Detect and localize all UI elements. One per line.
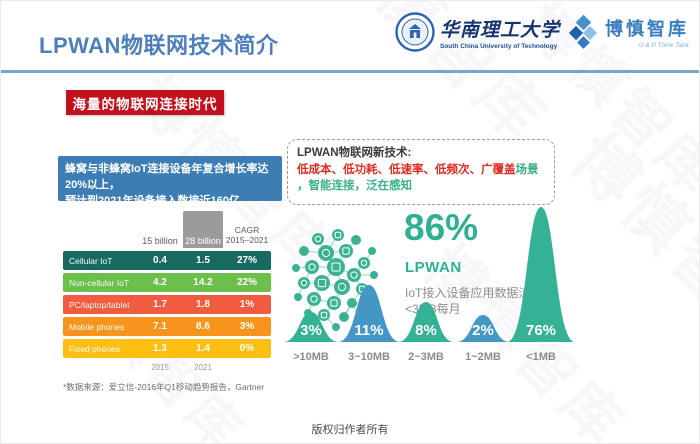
table-cell: Mobile phones: [69, 321, 125, 332]
traffic-chart: 3% 11% 8% 2% 76% >10MB 3~10MB 2~3MB 1~2MB <1MB: [284, 207, 575, 363]
table-row: Mobile phones 7.1 8.6 3%: [63, 317, 271, 336]
thinktank-name-en: U & P Think Tank: [638, 42, 689, 49]
scut-name-zh: 华南理工大学: [439, 18, 560, 41]
table-cell: PC/laptop/tablet: [69, 299, 130, 310]
table-cell: 1.3: [153, 343, 167, 354]
table-row: Fixed phones 1.3 1.4 0%: [63, 339, 271, 358]
year-footer-2015: 2015: [151, 363, 169, 372]
thinktank-logo: 博慎智库 U & P Think Tank: [568, 14, 689, 50]
curve-percent-label: 11%: [354, 322, 383, 339]
traffic-curve: [284, 312, 339, 342]
lpwan-features-red: 低成本、低功耗、低速率、低频次、广覆盖: [297, 163, 516, 176]
col-header-15-billion: 15 billion: [142, 235, 178, 246]
table-cell: 1.4: [196, 343, 210, 354]
table-cell: 0%: [239, 343, 255, 354]
curve-percent-label: 3%: [300, 322, 322, 339]
table-row: Cellular IoT 0.4 1.5 27%: [63, 251, 271, 270]
table-cell: Non-cellular IoT: [69, 277, 129, 288]
section-banner: 海量的物联网连接时代: [66, 90, 224, 115]
curve-category-label: >10MB: [293, 351, 329, 363]
scut-emblem-icon: [395, 12, 435, 52]
device-table: 15 billion 28 billion CAGR 2015–2021 Cel…: [63, 211, 271, 393]
device-table-year-footers: 2015 2021: [137, 363, 271, 372]
page-title: LPWAN物联网技术简介: [39, 33, 279, 58]
table-cell: 1.7: [153, 299, 167, 310]
curve-percent-label: 2%: [472, 322, 494, 339]
lpwan-features-green-inline: 场景: [515, 163, 539, 176]
copyright-notice: 版权归作者所有: [311, 424, 389, 436]
table-row: Non-cellular IoT 4.2 14.2 22%: [63, 273, 271, 292]
year-footer-2021: 2021: [194, 363, 212, 372]
lpwan-features-green-line: ，智能连接，泛在感知: [297, 180, 412, 193]
header-divider: [1, 70, 699, 73]
scut-logo: 华南理工大学 South China University of Technol…: [395, 12, 560, 52]
thinktank-cube-icon: [568, 14, 598, 49]
table-row: PC/laptop/tablet 1.7 1.8 1%: [63, 295, 271, 314]
curve-percent-label: 76%: [526, 322, 556, 339]
header-logos: 华南理工大学 South China University of Technol…: [395, 12, 689, 52]
watermark: 博慎智库: [558, 121, 700, 370]
thinktank-name-zh: 博慎智库: [605, 19, 689, 40]
stat-value: 86%: [404, 207, 479, 248]
table-cell: 0.4: [153, 255, 167, 266]
growth-line2: 预计到2021年设备接入数接近160亿: [65, 194, 240, 207]
traffic-curve: [507, 207, 575, 342]
device-table-rows: Cellular IoT 0.4 1.5 27% Non-cellular IoT 4.2…: [63, 251, 271, 358]
curve-percent-label: 8%: [415, 322, 437, 339]
table-cell: Fixed phones: [69, 343, 121, 354]
growth-highlight-box: 蜂窝与非蜂窝IoT连接设备年复合增长率达20%以上， 预计到2021年设备接入数…: [58, 156, 282, 207]
table-cell: 1%: [239, 299, 255, 310]
device-table-header: 15 billion 28 billion CAGR 2015–2021: [137, 211, 271, 248]
col-header-28-billion: 28 billion: [183, 211, 223, 248]
table-cell: 22%: [236, 277, 257, 288]
lpwan-feature-box: LPWAN物联网新技术: 低成本、低功耗、低速率、低频次、广覆盖场景 ，智能连接…: [287, 139, 555, 205]
traffic-curve: [456, 315, 510, 342]
table-cell: 3%: [239, 321, 255, 332]
growth-line1: 蜂窝与非蜂窝IoT连接设备年复合增长率达20%以上，: [65, 163, 269, 191]
curve-category-label: 1~2MB: [465, 351, 501, 363]
table-cell: 14.2: [193, 277, 213, 288]
iot-network-sphere-icon: [292, 229, 378, 331]
table-cell: 27%: [236, 255, 257, 266]
table-cell: Cellular IoT: [69, 255, 113, 266]
table-cell: 4.2: [153, 277, 167, 288]
curve-category-label: 3~10MB: [348, 351, 390, 363]
table-cell: 8.6: [196, 321, 210, 332]
stat-label: LPWAN: [405, 259, 462, 276]
table-cell: 1.5: [196, 255, 210, 266]
curve-category-label: <1MB: [526, 351, 556, 363]
source-note: *数据来源：爱立信-2016年Q1移动趋势报告，Gartner: [63, 382, 265, 392]
table-cell: 1.8: [196, 299, 210, 310]
col-header-cagr: CAGR 2015–2021: [225, 225, 269, 246]
traffic-curve: [398, 302, 454, 342]
lpwan-box-title: LPWAN物联网新技术:: [297, 147, 412, 159]
scut-name-en: South China University of Technology: [439, 42, 558, 50]
table-cell: 7.1: [153, 321, 167, 332]
traffic-curve: [338, 285, 400, 342]
lpwan-features-line: 低成本、低功耗、低速率、低频次、广覆盖场景: [297, 162, 545, 179]
curve-category-label: 2~3MB: [408, 351, 444, 363]
